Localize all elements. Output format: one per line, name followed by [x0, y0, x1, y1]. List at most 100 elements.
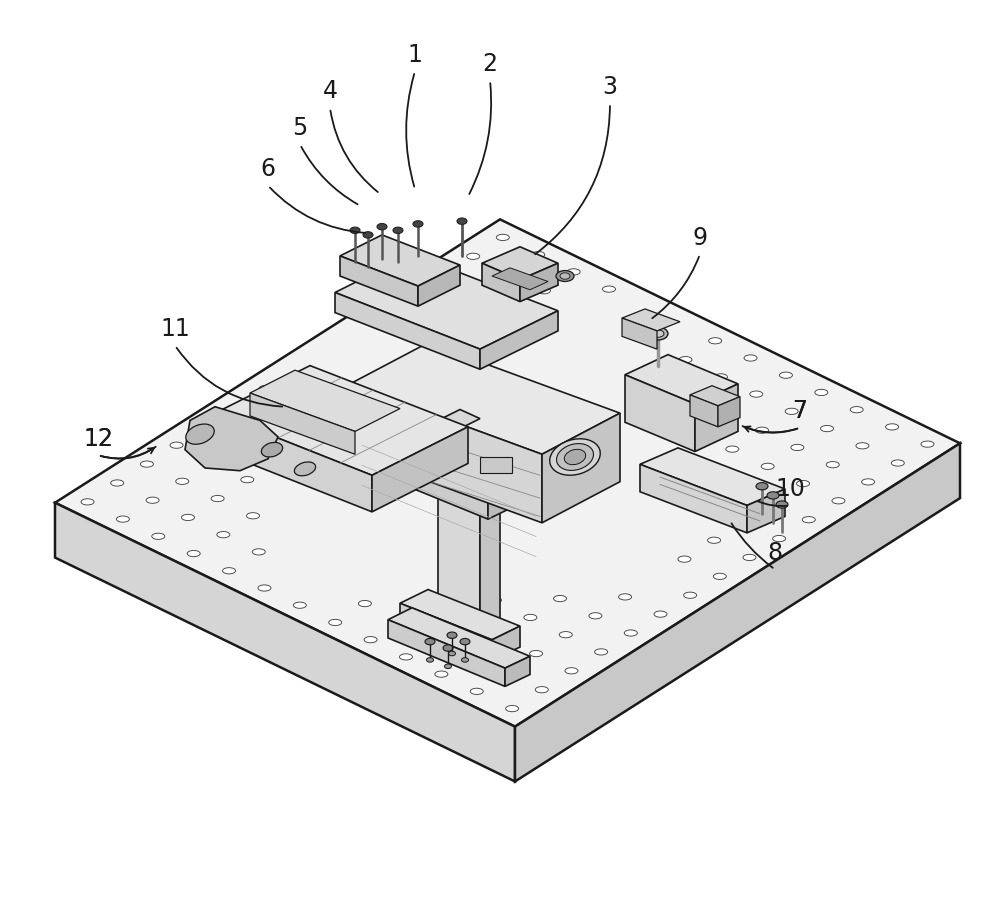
Polygon shape — [505, 656, 530, 686]
Ellipse shape — [785, 409, 798, 414]
Polygon shape — [358, 441, 488, 519]
Ellipse shape — [399, 654, 412, 660]
Text: 10: 10 — [775, 477, 805, 501]
Ellipse shape — [530, 651, 543, 656]
Ellipse shape — [567, 269, 580, 275]
Ellipse shape — [732, 482, 745, 488]
Ellipse shape — [619, 594, 632, 600]
Ellipse shape — [678, 556, 691, 562]
Ellipse shape — [589, 612, 602, 619]
Ellipse shape — [554, 595, 567, 601]
Ellipse shape — [559, 632, 572, 638]
Ellipse shape — [235, 441, 248, 447]
Polygon shape — [480, 311, 558, 369]
Ellipse shape — [802, 516, 815, 523]
Polygon shape — [335, 254, 558, 349]
Ellipse shape — [465, 652, 478, 658]
Ellipse shape — [532, 251, 545, 258]
Polygon shape — [340, 256, 418, 306]
Ellipse shape — [560, 273, 570, 280]
Text: 12: 12 — [83, 427, 113, 451]
Ellipse shape — [496, 234, 509, 240]
Ellipse shape — [767, 492, 779, 499]
Polygon shape — [482, 263, 520, 302]
Ellipse shape — [750, 391, 763, 398]
Ellipse shape — [270, 458, 283, 464]
Polygon shape — [482, 247, 558, 280]
Ellipse shape — [152, 533, 165, 539]
Ellipse shape — [776, 501, 788, 508]
Ellipse shape — [265, 421, 278, 428]
Text: 1: 1 — [408, 43, 422, 67]
Ellipse shape — [564, 450, 586, 464]
Ellipse shape — [443, 645, 453, 651]
Ellipse shape — [423, 599, 436, 605]
Ellipse shape — [737, 518, 750, 525]
Ellipse shape — [743, 555, 756, 560]
Ellipse shape — [111, 480, 124, 486]
Ellipse shape — [217, 532, 230, 537]
Polygon shape — [625, 375, 695, 452]
Polygon shape — [185, 407, 278, 471]
Polygon shape — [250, 370, 400, 431]
Polygon shape — [640, 448, 785, 505]
Text: 9: 9 — [692, 226, 708, 250]
Ellipse shape — [252, 548, 265, 555]
Ellipse shape — [444, 664, 452, 669]
Ellipse shape — [826, 462, 839, 468]
Ellipse shape — [170, 442, 183, 448]
Ellipse shape — [494, 633, 507, 640]
Ellipse shape — [457, 218, 467, 224]
Ellipse shape — [832, 498, 845, 504]
Ellipse shape — [679, 356, 692, 363]
Text: 5: 5 — [292, 116, 308, 140]
Polygon shape — [520, 263, 558, 302]
Polygon shape — [718, 397, 740, 427]
Polygon shape — [747, 489, 785, 533]
Ellipse shape — [821, 425, 834, 431]
Ellipse shape — [393, 227, 403, 233]
Ellipse shape — [259, 386, 272, 391]
Polygon shape — [388, 608, 530, 668]
Ellipse shape — [261, 442, 283, 457]
Polygon shape — [372, 427, 468, 512]
Ellipse shape — [448, 651, 456, 656]
Polygon shape — [625, 355, 738, 404]
Polygon shape — [400, 603, 492, 660]
Ellipse shape — [595, 649, 608, 655]
Text: 7: 7 — [792, 399, 808, 423]
Ellipse shape — [116, 516, 129, 522]
Ellipse shape — [713, 573, 726, 579]
Ellipse shape — [773, 536, 786, 542]
Ellipse shape — [755, 427, 768, 433]
Ellipse shape — [377, 224, 387, 230]
Polygon shape — [492, 626, 520, 660]
Ellipse shape — [720, 409, 733, 416]
Ellipse shape — [648, 327, 668, 340]
Ellipse shape — [146, 497, 159, 504]
Ellipse shape — [500, 669, 513, 675]
Polygon shape — [492, 268, 548, 290]
Ellipse shape — [550, 439, 600, 475]
Ellipse shape — [211, 495, 224, 502]
Polygon shape — [250, 393, 355, 454]
Text: 4: 4 — [322, 80, 338, 103]
Ellipse shape — [696, 465, 709, 471]
Polygon shape — [55, 503, 515, 781]
Ellipse shape — [364, 636, 377, 643]
Ellipse shape — [709, 337, 722, 344]
Ellipse shape — [744, 355, 757, 361]
Ellipse shape — [350, 227, 360, 233]
Ellipse shape — [535, 686, 548, 693]
Ellipse shape — [556, 271, 574, 282]
Ellipse shape — [435, 671, 448, 677]
Polygon shape — [350, 384, 542, 523]
Ellipse shape — [187, 550, 200, 557]
Ellipse shape — [761, 463, 774, 470]
Ellipse shape — [850, 407, 863, 413]
Ellipse shape — [294, 462, 316, 476]
Ellipse shape — [363, 232, 373, 238]
Ellipse shape — [779, 372, 792, 378]
Polygon shape — [400, 590, 520, 640]
Polygon shape — [622, 309, 680, 331]
